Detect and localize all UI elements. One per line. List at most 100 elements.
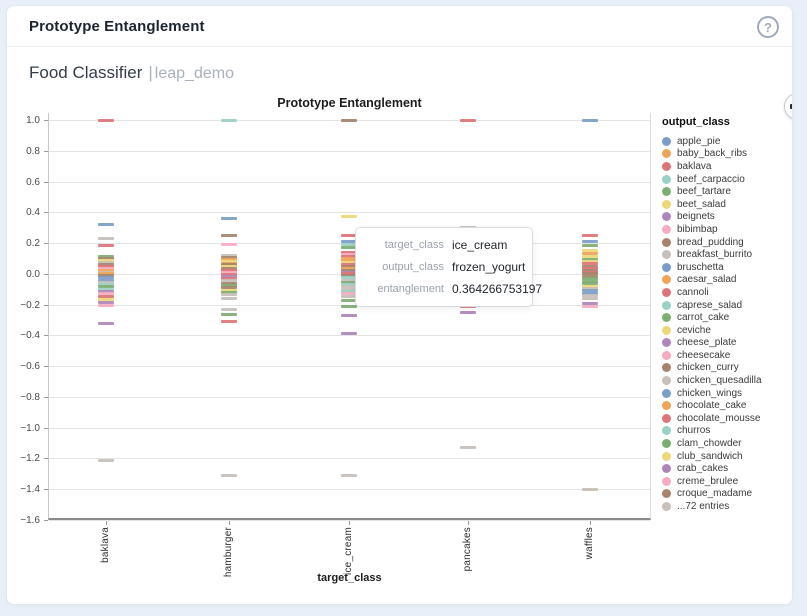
entanglement-mark[interactable] bbox=[98, 272, 114, 276]
entanglement-mark[interactable] bbox=[582, 274, 598, 278]
entanglement-mark[interactable] bbox=[341, 258, 357, 262]
entanglement-mark[interactable] bbox=[221, 283, 237, 287]
entanglement-mark[interactable] bbox=[98, 261, 114, 265]
entanglement-mark[interactable] bbox=[582, 487, 598, 491]
entanglement-mark[interactable] bbox=[341, 276, 357, 280]
entanglement-mark[interactable] bbox=[341, 332, 357, 336]
entanglement-mark[interactable] bbox=[582, 289, 598, 293]
entanglement-mark[interactable] bbox=[582, 251, 598, 255]
entanglement-mark[interactable] bbox=[341, 278, 357, 282]
entanglement-mark[interactable] bbox=[341, 295, 357, 299]
entanglement-mark[interactable] bbox=[582, 248, 598, 252]
entanglement-mark[interactable] bbox=[98, 268, 114, 272]
entanglement-mark[interactable] bbox=[582, 282, 598, 286]
entanglement-mark[interactable] bbox=[341, 256, 357, 260]
entanglement-mark[interactable] bbox=[98, 264, 114, 268]
entanglement-mark[interactable] bbox=[341, 240, 357, 244]
entanglement-mark[interactable] bbox=[221, 263, 237, 267]
entanglement-mark[interactable] bbox=[341, 246, 357, 250]
entanglement-mark[interactable] bbox=[221, 275, 237, 279]
entanglement-mark[interactable] bbox=[221, 261, 237, 265]
entanglement-mark[interactable] bbox=[341, 304, 357, 308]
entanglement-mark[interactable] bbox=[582, 291, 598, 295]
entanglement-mark[interactable] bbox=[460, 310, 476, 314]
entanglement-mark[interactable] bbox=[98, 300, 114, 304]
entanglement-mark[interactable] bbox=[98, 223, 114, 227]
entanglement-mark[interactable] bbox=[341, 252, 357, 256]
entanglement-mark[interactable] bbox=[98, 280, 114, 284]
entanglement-mark[interactable] bbox=[341, 313, 357, 317]
entanglement-mark[interactable] bbox=[98, 276, 114, 280]
entanglement-mark[interactable] bbox=[582, 254, 598, 258]
entanglement-mark[interactable] bbox=[98, 290, 114, 294]
entanglement-mark[interactable] bbox=[341, 280, 357, 284]
entanglement-mark[interactable] bbox=[582, 270, 598, 274]
entanglement-mark[interactable] bbox=[98, 255, 114, 259]
entanglement-mark[interactable] bbox=[341, 233, 357, 237]
entanglement-mark[interactable] bbox=[98, 297, 114, 301]
entanglement-mark[interactable] bbox=[341, 292, 357, 296]
entanglement-mark[interactable] bbox=[582, 233, 598, 237]
entanglement-mark[interactable] bbox=[341, 270, 357, 274]
entanglement-mark[interactable] bbox=[460, 446, 476, 450]
entanglement-mark[interactable] bbox=[98, 285, 114, 289]
entanglement-mark[interactable] bbox=[98, 263, 114, 267]
entanglement-mark[interactable] bbox=[98, 118, 114, 122]
entanglement-mark[interactable] bbox=[98, 321, 114, 325]
entanglement-mark[interactable] bbox=[582, 262, 598, 266]
entanglement-mark[interactable] bbox=[221, 257, 237, 261]
entanglement-mark[interactable] bbox=[582, 301, 598, 305]
entanglement-mark[interactable] bbox=[221, 233, 237, 237]
entanglement-mark[interactable] bbox=[582, 304, 598, 308]
entanglement-mark[interactable] bbox=[582, 284, 598, 288]
entanglement-mark[interactable] bbox=[582, 257, 598, 261]
entanglement-mark[interactable] bbox=[221, 320, 237, 324]
entanglement-mark[interactable] bbox=[221, 293, 237, 297]
entanglement-mark[interactable] bbox=[341, 272, 357, 276]
entanglement-mark[interactable] bbox=[341, 268, 357, 272]
entanglement-mark[interactable] bbox=[98, 236, 114, 240]
entanglement-mark[interactable] bbox=[341, 118, 357, 122]
entanglement-mark[interactable] bbox=[221, 290, 237, 294]
entanglement-mark[interactable] bbox=[582, 286, 598, 290]
entanglement-mark[interactable] bbox=[98, 243, 114, 247]
entanglement-mark[interactable] bbox=[341, 285, 357, 289]
entanglement-mark[interactable] bbox=[582, 243, 598, 247]
entanglement-mark[interactable] bbox=[582, 118, 598, 122]
entanglement-mark[interactable] bbox=[221, 313, 237, 317]
entanglement-mark[interactable] bbox=[582, 266, 598, 270]
entanglement-mark[interactable] bbox=[221, 307, 237, 311]
entanglement-mark[interactable] bbox=[582, 260, 598, 264]
entanglement-mark[interactable] bbox=[98, 295, 114, 299]
entanglement-mark[interactable] bbox=[341, 254, 357, 258]
entanglement-mark[interactable] bbox=[221, 216, 237, 220]
entanglement-mark[interactable] bbox=[98, 257, 114, 261]
entanglement-mark[interactable] bbox=[582, 293, 598, 297]
entanglement-mark[interactable] bbox=[341, 260, 357, 264]
entanglement-mark[interactable] bbox=[341, 274, 357, 278]
entanglement-mark[interactable] bbox=[98, 303, 114, 307]
entanglement-mark[interactable] bbox=[221, 259, 237, 263]
entanglement-mark[interactable] bbox=[341, 250, 357, 254]
entanglement-mark[interactable] bbox=[341, 473, 357, 477]
entanglement-mark[interactable] bbox=[221, 253, 237, 257]
entanglement-mark[interactable] bbox=[582, 272, 598, 276]
entanglement-mark[interactable] bbox=[341, 243, 357, 247]
entanglement-mark[interactable] bbox=[582, 280, 598, 284]
entanglement-mark[interactable] bbox=[341, 283, 357, 287]
entanglement-mark[interactable] bbox=[221, 296, 237, 300]
entanglement-mark[interactable] bbox=[98, 287, 114, 291]
entanglement-mark[interactable] bbox=[221, 288, 237, 292]
entanglement-mark[interactable] bbox=[98, 283, 114, 287]
help-icon[interactable]: ? bbox=[757, 16, 779, 38]
entanglement-mark[interactable] bbox=[341, 262, 357, 266]
entanglement-mark[interactable] bbox=[221, 267, 237, 271]
entanglement-mark[interactable] bbox=[221, 243, 237, 247]
entanglement-mark[interactable] bbox=[221, 265, 237, 269]
entanglement-mark[interactable] bbox=[98, 266, 114, 270]
entanglement-mark[interactable] bbox=[221, 279, 237, 283]
entanglement-mark[interactable] bbox=[341, 298, 357, 302]
entanglement-mark[interactable] bbox=[341, 290, 357, 294]
entanglement-mark[interactable] bbox=[98, 259, 114, 263]
entanglement-mark[interactable] bbox=[98, 274, 114, 278]
